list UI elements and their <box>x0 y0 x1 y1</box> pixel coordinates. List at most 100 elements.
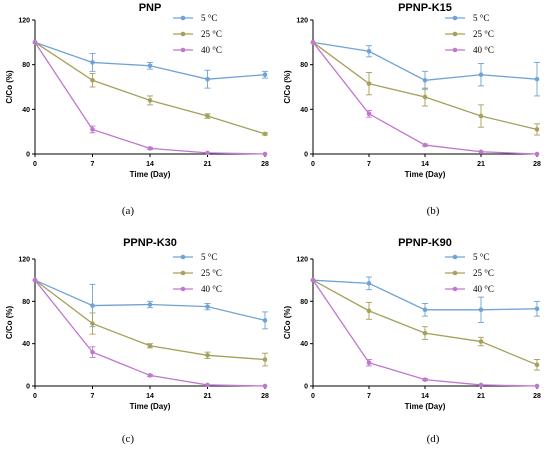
data-point <box>422 94 428 100</box>
legend-entry: 25 °C <box>473 268 494 278</box>
legend-swatch-marker <box>180 254 186 260</box>
x-axis-label: Time (Day) <box>130 170 171 179</box>
y-tick-label: 40 <box>300 341 308 348</box>
panel-caption: (c) <box>122 433 135 445</box>
data-point <box>478 113 484 119</box>
series-1 <box>32 277 268 367</box>
legend-entry: 5 °C <box>473 13 489 23</box>
chart-title: PNP <box>139 2 162 14</box>
data-point <box>90 349 95 355</box>
data-point <box>32 40 38 45</box>
chart-title: PPNP-K30 <box>123 237 177 249</box>
data-point <box>366 111 372 117</box>
y-tick-label: 80 <box>22 299 30 306</box>
y-tick-label: 120 <box>18 257 30 264</box>
series-1 <box>310 277 540 371</box>
y-tick-label: 0 <box>26 152 30 159</box>
x-tick-label: 0 <box>311 393 315 400</box>
data-point <box>534 362 540 368</box>
x-tick-label: 28 <box>261 161 269 168</box>
data-point <box>478 382 484 388</box>
data-point <box>90 321 95 326</box>
y-tick-label: 80 <box>300 62 308 69</box>
series-2 <box>310 40 540 157</box>
data-point <box>310 277 316 283</box>
data-point <box>147 373 153 378</box>
y-tick-label: 0 <box>26 384 30 391</box>
x-tick-label: 21 <box>204 161 212 168</box>
x-tick-label: 7 <box>367 161 371 168</box>
chart-title: PPNP-K15 <box>398 2 452 14</box>
series-line <box>34 41 266 80</box>
y-tick-label: 0 <box>304 152 308 159</box>
series-0 <box>310 40 540 97</box>
data-point <box>205 150 210 156</box>
y-tick-label: 120 <box>296 257 308 264</box>
x-tick-label: 0 <box>33 161 37 168</box>
data-point <box>147 302 153 307</box>
data-point <box>262 72 268 78</box>
x-tick-label: 14 <box>421 161 429 168</box>
legend-entry: 40 °C <box>201 45 222 55</box>
x-tick-label: 21 <box>477 161 485 168</box>
x-tick-label: 14 <box>146 393 154 400</box>
x-tick-label: 7 <box>91 393 95 400</box>
y-tick-label: 40 <box>300 107 308 114</box>
x-tick-label: 28 <box>533 393 541 400</box>
data-point <box>366 308 372 314</box>
data-point <box>147 343 153 349</box>
x-tick-label: 28 <box>261 393 269 400</box>
panel-caption: (b) <box>427 205 440 217</box>
legend-swatch-marker <box>452 254 458 260</box>
legend-swatch-marker <box>452 286 458 292</box>
y-tick-label: 120 <box>296 18 308 25</box>
data-point <box>478 339 484 344</box>
chart-panel-c: PPNP-K30 0 40 80 120 0 7 14 21 28 Time (Day) C/Co (… <box>5 237 269 445</box>
chart-panel-d: PPNP-K90 0 40 80 120 0 7 14 21 28 Time (Day) C/Co (… <box>283 237 541 445</box>
x-axis-label: Time (Day) <box>405 402 446 411</box>
data-point <box>262 357 268 362</box>
y-axis-label: C/Co (%) <box>5 306 14 340</box>
legend-swatch-marker <box>452 270 458 276</box>
data-point <box>262 383 268 389</box>
data-point <box>422 330 428 336</box>
chart-title: PPNP-K90 <box>398 237 452 249</box>
legend-entry: 40 °C <box>201 284 222 294</box>
series-2 <box>310 277 540 389</box>
data-point <box>90 303 95 308</box>
data-point <box>262 131 268 137</box>
legend-swatch-marker <box>180 15 186 21</box>
data-point <box>422 78 428 83</box>
legend-entry: 5 °C <box>473 252 489 262</box>
data-point <box>534 151 540 157</box>
y-axis-label: C/Co (%) <box>5 70 14 104</box>
series-line <box>34 279 266 322</box>
data-point <box>366 81 372 86</box>
chart-panel-a: PNP 0 40 80 120 0 7 14 21 28 Time (Day) C/Co (%) 5 °… <box>5 2 269 217</box>
y-tick-label: 40 <box>22 107 30 114</box>
data-point <box>90 78 95 83</box>
data-point <box>478 307 484 313</box>
data-point <box>262 151 268 157</box>
x-tick-label: 7 <box>91 161 95 168</box>
legend-swatch-marker <box>452 47 458 53</box>
x-tick-label: 21 <box>477 393 485 400</box>
data-point <box>205 353 210 358</box>
chart-panel-b: PPNP-K15 0 40 80 120 0 7 14 21 28 Time (Day) C/Co (… <box>283 2 541 217</box>
legend-entry: 40 °C <box>473 284 494 294</box>
series-2 <box>32 277 268 389</box>
legend-entry: 5 °C <box>201 252 217 262</box>
x-tick-label: 14 <box>146 161 154 168</box>
data-point <box>90 60 95 65</box>
data-point <box>478 72 484 78</box>
data-point <box>366 48 372 54</box>
x-tick-label: 7 <box>367 393 371 400</box>
data-point <box>205 76 210 82</box>
x-axis-label: Time (Day) <box>405 170 446 179</box>
y-tick-label: 40 <box>22 341 30 348</box>
y-tick-label: 80 <box>300 299 308 306</box>
legend-swatch-marker <box>180 270 186 276</box>
y-tick-label: 80 <box>22 62 30 69</box>
data-point <box>422 307 428 313</box>
legend-swatch-marker <box>452 31 458 37</box>
